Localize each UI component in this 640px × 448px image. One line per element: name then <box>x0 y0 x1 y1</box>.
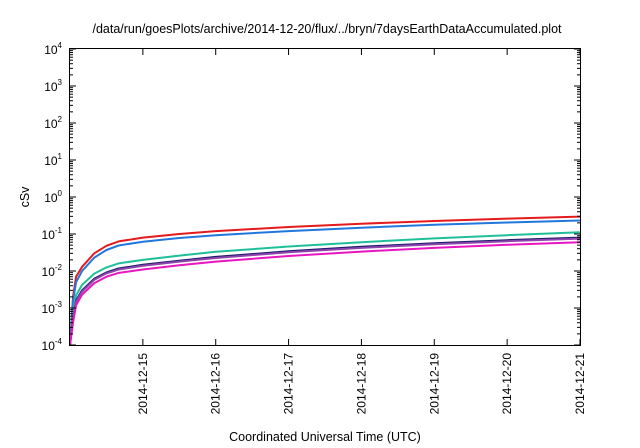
series-line-5 <box>69 237 581 346</box>
series-line-3 <box>69 231 581 346</box>
plot-frame <box>69 48 581 346</box>
x-tick-label: 2014-12-17 <box>282 353 296 415</box>
y-tick-label: 102 <box>44 115 62 131</box>
y-tick-label: 104 <box>44 41 62 57</box>
series-line-6 <box>69 241 581 346</box>
y-tick-label: 10-4 <box>42 337 63 353</box>
x-axis-label: Coordinated Universal Time (UTC) <box>229 430 421 444</box>
x-tick-label: 2014-12-21 <box>573 353 587 415</box>
series-layer <box>69 215 581 346</box>
series-line-2 <box>69 219 581 346</box>
x-tick-label: 2014-12-16 <box>209 353 223 415</box>
y-tick-label: 100 <box>44 189 62 205</box>
x-tick-label: 2014-12-20 <box>500 353 514 415</box>
y-tick-label: 101 <box>44 152 62 168</box>
y-tick-label: 103 <box>44 78 62 94</box>
y-tick-label: 10-3 <box>42 300 63 316</box>
x-tick-label: 2014-12-15 <box>136 353 150 415</box>
ticks-layer: 10-4 10-3 10-2 10-1 100 101 102 103 104 2014-12-1… <box>42 41 587 414</box>
chart-title: /data/run/goesPlots/archive/2014-12-20/f… <box>92 22 562 36</box>
y-axis-label: cSv <box>18 186 32 208</box>
series-line-1 <box>69 215 581 346</box>
x-tick-label: 2014-12-18 <box>354 353 368 415</box>
y-tick-label: 10-1 <box>42 226 63 242</box>
x-tick-label: 2014-12-19 <box>427 353 441 415</box>
y-tick-label: 10-2 <box>42 263 63 279</box>
